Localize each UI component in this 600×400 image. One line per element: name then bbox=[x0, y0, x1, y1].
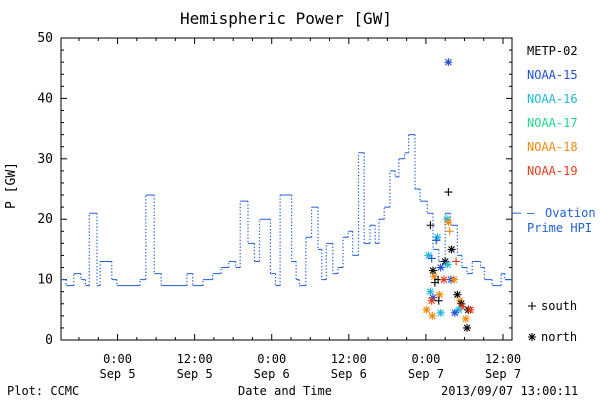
north-point-marker bbox=[435, 290, 444, 299]
x-axis-label: Date and Time bbox=[238, 384, 332, 398]
north-point-marker bbox=[447, 245, 456, 254]
satellite-legend-entry: NOAA-16 bbox=[527, 92, 578, 106]
north-point-marker bbox=[428, 266, 437, 275]
north-point-marker bbox=[450, 308, 459, 317]
x-tick-date-label: Sep 7 bbox=[485, 367, 521, 381]
north-point-marker bbox=[422, 305, 431, 314]
x-tick-time-label: 12:00 bbox=[331, 352, 367, 366]
x-tick-date-label: Sep 6 bbox=[331, 367, 367, 381]
north-point-marker bbox=[461, 314, 470, 323]
ovation-legend-label-line1: Ovation bbox=[545, 206, 596, 220]
ovation-legend-label-line2: Prime HPI bbox=[527, 221, 592, 235]
x-tick-date-label: Sep 5 bbox=[99, 367, 135, 381]
north-point-marker bbox=[463, 323, 472, 332]
north-point-marker bbox=[453, 290, 462, 299]
north-marker-legend-label: north bbox=[541, 330, 577, 344]
north-point-marker bbox=[428, 293, 437, 302]
y-tick-label: 10 bbox=[37, 273, 53, 288]
satellite-legend-entry: NOAA-18 bbox=[527, 140, 578, 154]
satellite-legend-entry: NOAA-15 bbox=[527, 68, 578, 82]
north-point-marker bbox=[424, 251, 433, 260]
y-tick-label: 30 bbox=[37, 152, 53, 167]
x-tick-time-label: 0:00 bbox=[103, 352, 132, 366]
north-point-marker bbox=[430, 272, 439, 281]
south-point-marker bbox=[452, 257, 461, 266]
y-tick-label: 50 bbox=[37, 31, 53, 46]
north-point-marker bbox=[436, 263, 445, 272]
north-point-marker bbox=[439, 275, 448, 284]
south-point-marker bbox=[434, 296, 443, 305]
north-point-marker bbox=[466, 305, 475, 314]
y-tick-label: 40 bbox=[37, 91, 53, 106]
x-tick-date-label: Sep 7 bbox=[408, 367, 444, 381]
ovation-line-vertical bbox=[65, 134, 506, 286]
x-tick-time-label: 12:00 bbox=[485, 352, 521, 366]
south-point-marker bbox=[444, 188, 453, 197]
north-point-marker bbox=[443, 260, 452, 269]
north-marker-legend-symbol bbox=[528, 333, 536, 341]
north-point-marker bbox=[427, 296, 436, 305]
north-point-marker bbox=[444, 58, 453, 67]
north-point-marker bbox=[454, 305, 463, 314]
north-point-marker bbox=[450, 275, 459, 284]
plot-source-label: Plot: CCMC bbox=[7, 384, 80, 398]
south-marker-legend-symbol bbox=[528, 302, 536, 310]
x-tick-time-label: 0:00 bbox=[411, 352, 440, 366]
south-point-marker bbox=[427, 254, 436, 263]
north-point-marker bbox=[433, 233, 442, 242]
south-point-marker bbox=[426, 221, 435, 230]
north-point-marker bbox=[457, 299, 466, 308]
chart-title: Hemispheric Power [GW] bbox=[180, 9, 392, 28]
south-point-marker bbox=[432, 236, 441, 245]
x-tick-date-label: Sep 5 bbox=[177, 367, 213, 381]
north-point-marker bbox=[444, 218, 453, 227]
satellite-legend-entry: METP-02 bbox=[527, 44, 578, 58]
north-point-marker bbox=[428, 311, 437, 320]
y-tick-label: 0 bbox=[45, 333, 53, 348]
south-marker-legend-label: south bbox=[541, 299, 577, 313]
x-tick-date-label: Sep 6 bbox=[254, 367, 290, 381]
satellite-legend-entry: NOAA-17 bbox=[527, 116, 578, 130]
plot-frame bbox=[60, 37, 513, 341]
north-point-marker bbox=[436, 308, 445, 317]
plot-timestamp: 2013/09/07 13:00:11 bbox=[441, 384, 579, 398]
y-tick-label: 20 bbox=[37, 212, 53, 227]
north-point-marker bbox=[455, 296, 464, 305]
x-tick-time-label: 12:00 bbox=[177, 352, 213, 366]
south-point-marker bbox=[445, 227, 454, 236]
north-point-marker bbox=[457, 302, 466, 311]
south-point-marker bbox=[430, 278, 439, 287]
north-point-marker bbox=[426, 287, 435, 296]
ovation-legend-marker: — bbox=[527, 206, 535, 220]
x-tick-time-label: 0:00 bbox=[257, 352, 286, 366]
ovation-line-horizontal bbox=[61, 134, 512, 287]
north-point-marker bbox=[443, 215, 452, 224]
satellite-legend-entry: NOAA-19 bbox=[527, 164, 578, 178]
